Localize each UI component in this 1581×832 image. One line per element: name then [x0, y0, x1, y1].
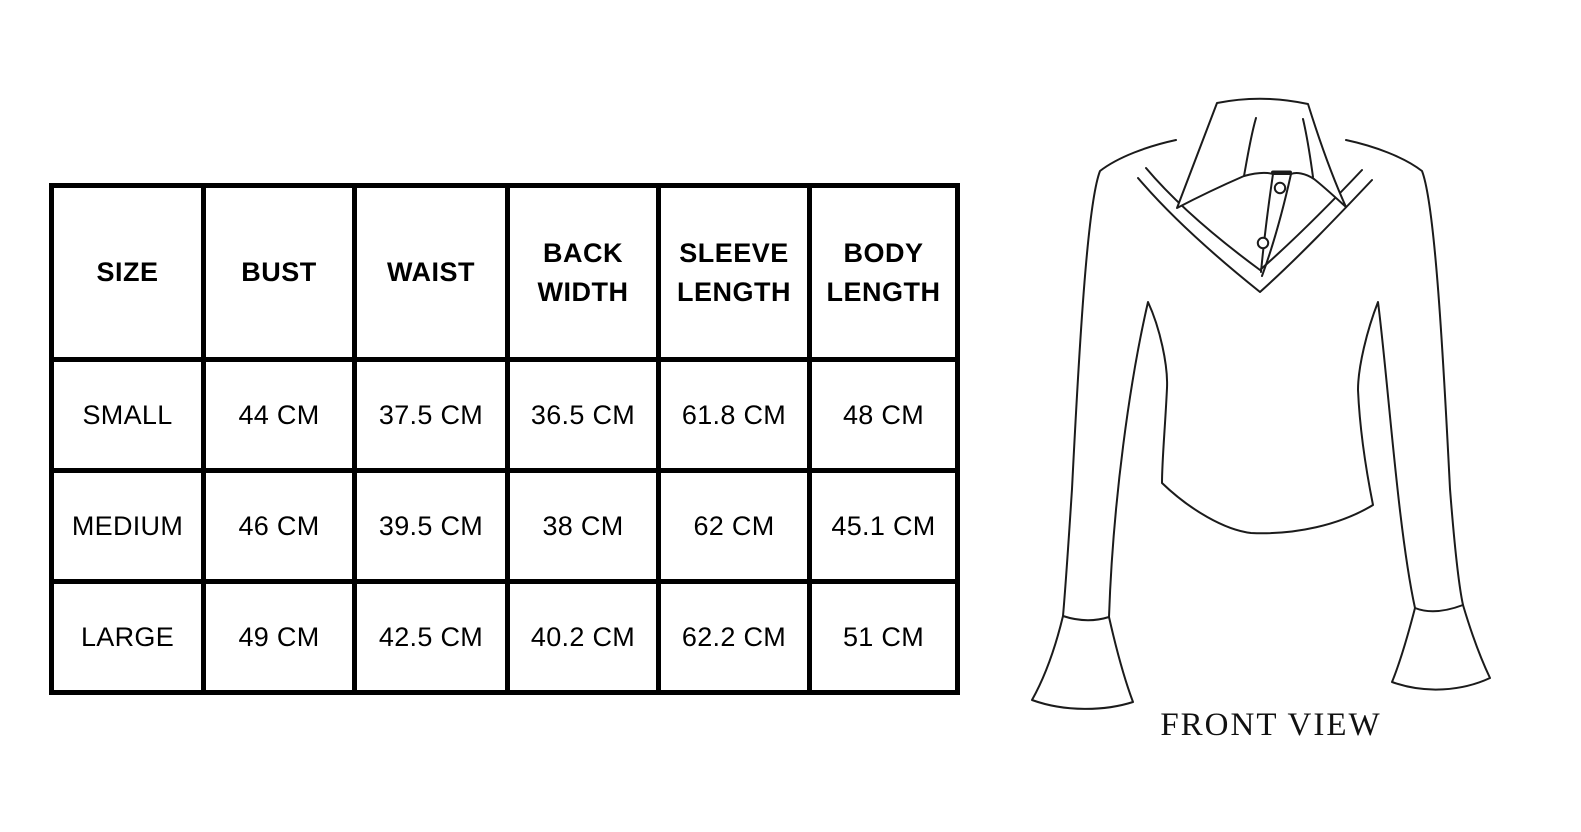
- cell-small-size: SMALL: [49, 357, 206, 473]
- cell-small-bust: 44 CM: [201, 357, 357, 473]
- button-top: [1273, 181, 1287, 195]
- cell-small-sleeve-length: 61.8 CM: [656, 357, 812, 473]
- right-bell-cuff: [1391, 604, 1491, 691]
- garment-front-view-drawing: FRONT VIEW: [1031, 97, 1491, 743]
- shirt-collar: [1176, 97, 1347, 209]
- cell-large-waist: 42.5 CM: [352, 579, 510, 695]
- cell-small-body-length: 48 CM: [807, 357, 960, 473]
- header-cell-back-width: BACK WIDTH: [505, 183, 661, 362]
- placket-left-line: [1260, 173, 1274, 273]
- size-chart-table: SIZE BUST WAIST BACK WIDTH SLEEVE LENGTH…: [49, 183, 960, 695]
- cell-large-back-width: 40.2 CM: [505, 579, 661, 695]
- placket-right-line: [1261, 173, 1292, 277]
- left-bell-cuff: [1031, 615, 1134, 710]
- cell-large-body-length: 51 CM: [807, 579, 960, 695]
- cell-medium-back-width: 38 CM: [505, 468, 661, 584]
- cell-large-bust: 49 CM: [201, 579, 357, 695]
- vneck-outer-line: [1137, 177, 1373, 293]
- front-view-caption: FRONT VIEW: [1160, 707, 1381, 743]
- cell-large-sleeve-length: 62.2 CM: [656, 579, 812, 695]
- cell-large-size: LARGE: [49, 579, 206, 695]
- cell-medium-body-length: 45.1 CM: [807, 468, 960, 584]
- table-row-large: LARGE 49 CM 42.5 CM 40.2 CM 62.2 CM 51 C…: [49, 579, 960, 695]
- cell-small-waist: 37.5 CM: [352, 357, 510, 473]
- table-row-small: SMALL 44 CM 37.5 CM 36.5 CM 61.8 CM 48 C…: [49, 357, 960, 473]
- body-and-inner-sleeve-line: [1108, 301, 1416, 618]
- header-cell-sleeve-length: SLEEVE LENGTH: [656, 183, 812, 362]
- cell-small-back-width: 36.5 CM: [505, 357, 661, 473]
- collar-fold-line-left: [1243, 117, 1257, 177]
- left-shoulder-and-outer-sleeve-line: [1062, 139, 1177, 617]
- collar-fold-line-right: [1302, 118, 1314, 178]
- table-header-row: SIZE BUST WAIST BACK WIDTH SLEEVE LENGTH…: [49, 183, 960, 362]
- header-cell-body-length: BODY LENGTH: [807, 183, 960, 362]
- cell-medium-size: MEDIUM: [49, 468, 206, 584]
- header-cell-bust: BUST: [201, 183, 357, 362]
- right-shoulder-and-outer-sleeve-line: [1345, 139, 1464, 606]
- header-cell-size: SIZE: [49, 183, 206, 362]
- cell-medium-sleeve-length: 62 CM: [656, 468, 812, 584]
- button-bottom: [1256, 236, 1270, 250]
- vneck-trim-line: [1145, 167, 1363, 271]
- garment-illustration: FRONT VIEW: [1010, 80, 1530, 760]
- table-row-medium: MEDIUM 46 CM 39.5 CM 38 CM 62 CM 45.1 CM: [49, 468, 960, 584]
- header-cell-waist: WAIST: [352, 183, 510, 362]
- cell-medium-bust: 46 CM: [201, 468, 357, 584]
- cell-medium-waist: 39.5 CM: [352, 468, 510, 584]
